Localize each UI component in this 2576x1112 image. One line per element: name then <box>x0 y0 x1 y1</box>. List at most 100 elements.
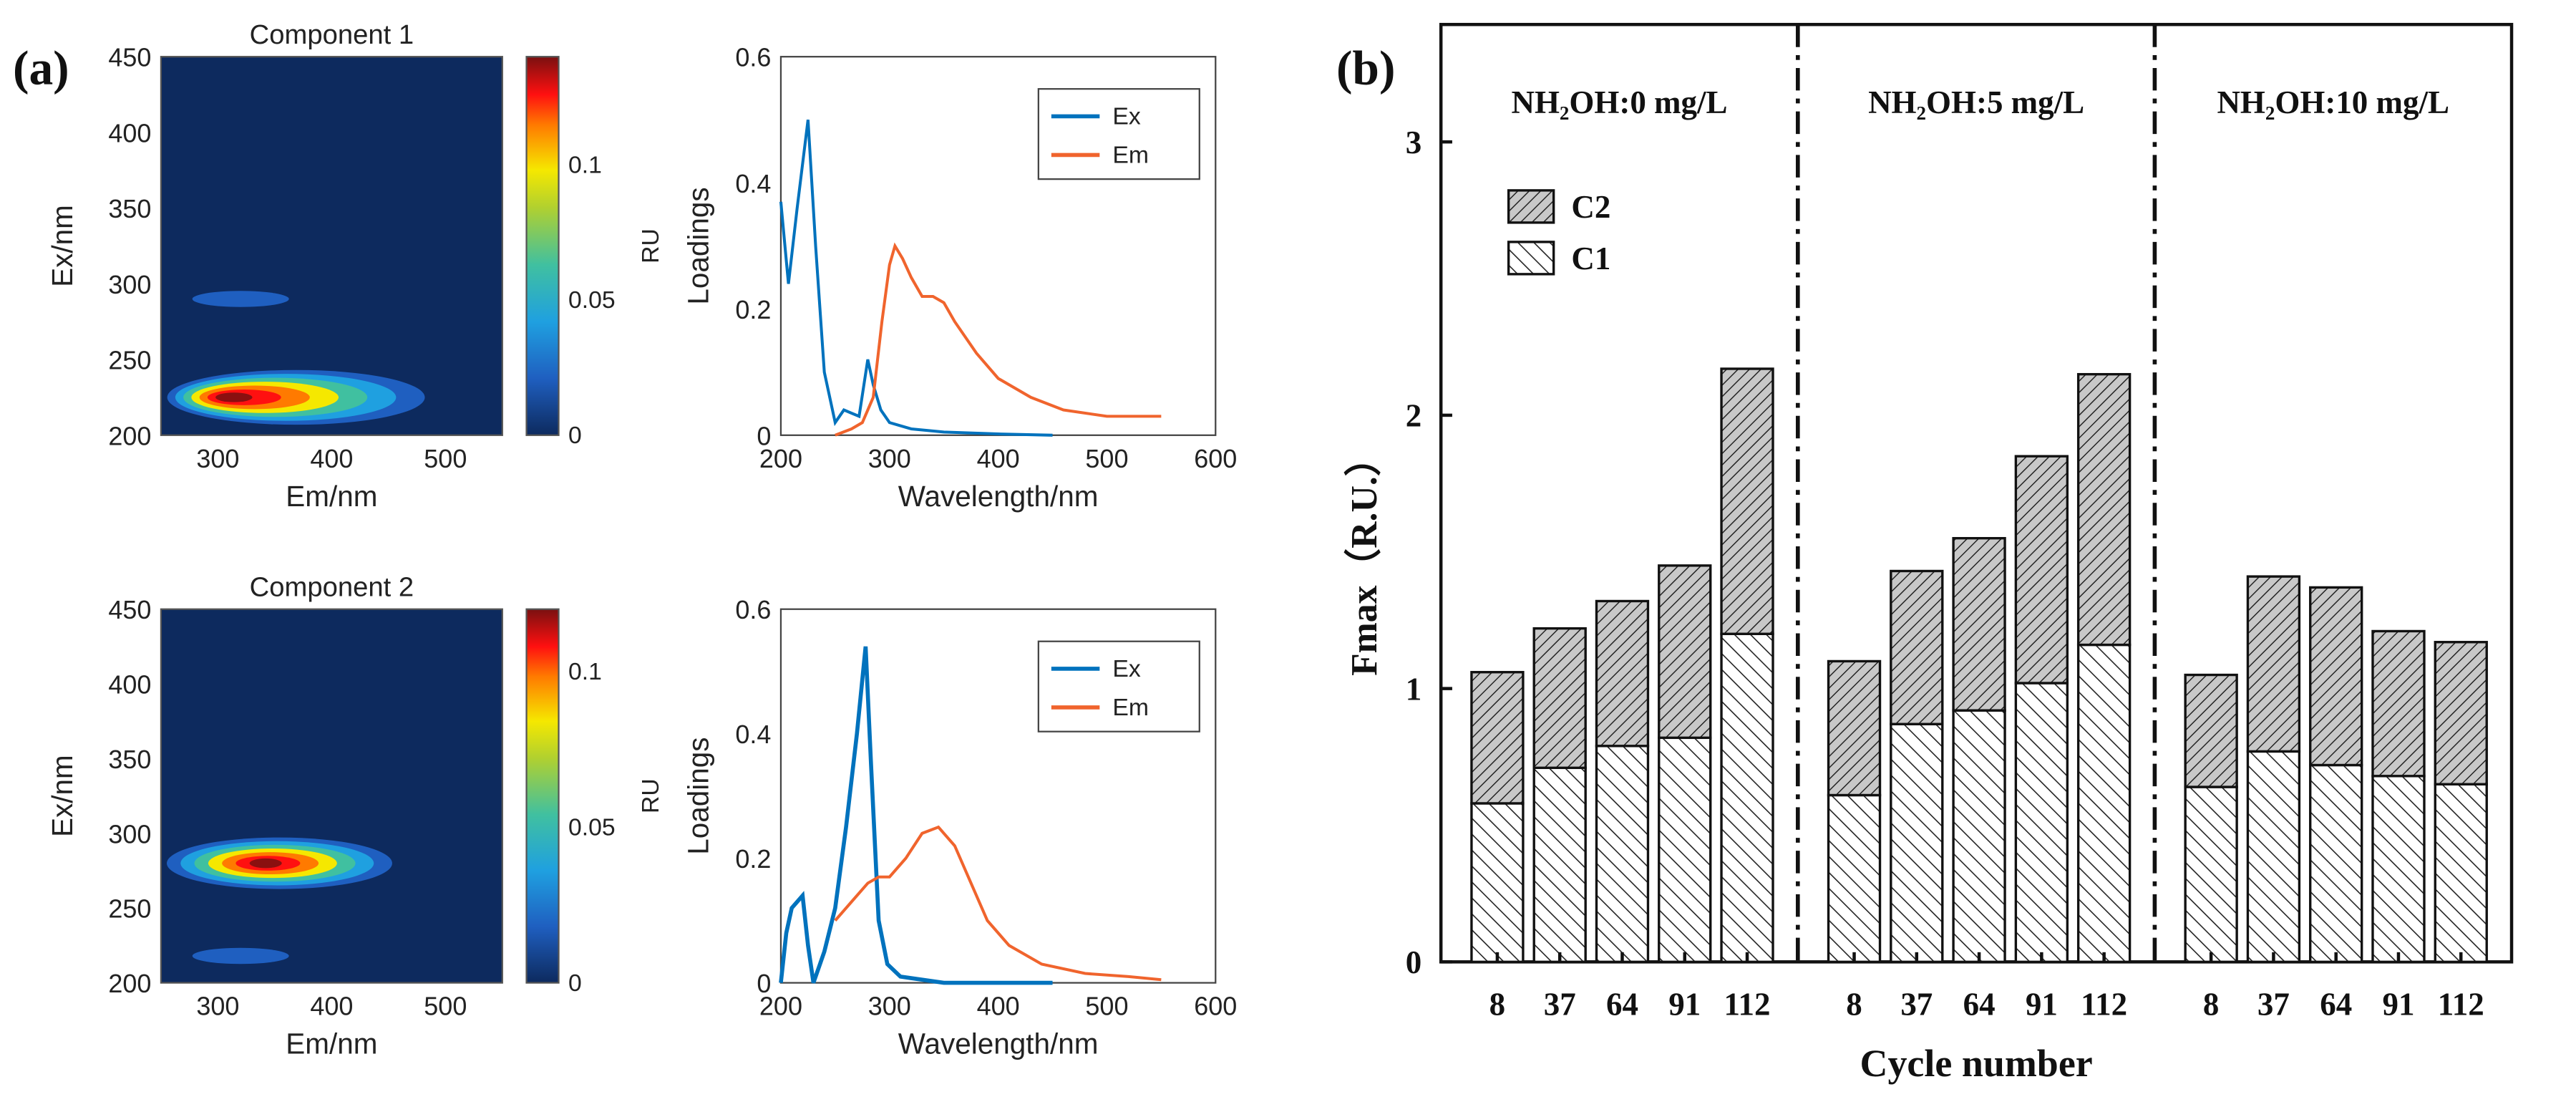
contour-level <box>192 291 289 307</box>
y-tick-label: 400 <box>108 670 151 700</box>
colorbar-tick-label: 0 <box>568 970 582 997</box>
loadings-plot-component-2: 200 300 400 500 600 0 0.2 0.4 0.6 Wavelength/nm Lo… <box>682 595 1238 1060</box>
legend-label: C1 <box>1571 241 1610 276</box>
group-label: NH₂OH:0 mg/L <box>1511 84 1727 120</box>
legend-label: Ex <box>1112 655 1141 682</box>
bar-c1 <box>2184 785 2238 964</box>
panel-label-b: (b) <box>1336 41 1395 95</box>
x-tick-label: 300 <box>196 992 239 1021</box>
x-tick-label: 64 <box>2320 987 2352 1022</box>
y-axis-label: Fmax（R.U.） <box>1343 440 1385 676</box>
group-label: NH₂OH:5 mg/L <box>1868 84 2084 120</box>
y-tick-label: 200 <box>108 969 151 998</box>
x-tick-label: 8 <box>1489 987 1505 1022</box>
colorbar-tick-label: 0.1 <box>568 151 602 178</box>
x-axis-label: Wavelength/nm <box>898 480 1099 513</box>
y-tick-label: 0.4 <box>735 169 771 198</box>
x-tick-label: 91 <box>1668 987 1701 1022</box>
x-tick-label: 8 <box>1846 987 1862 1022</box>
y-tick-label: 0.2 <box>735 844 771 874</box>
contour-regions <box>167 291 425 425</box>
colorbar-tick-label: 0.05 <box>568 813 616 841</box>
bar-c1 <box>1827 793 1882 964</box>
bar-c1 <box>2076 643 2132 964</box>
colorbar-tick-label: 0.1 <box>568 658 602 685</box>
bar-c1 <box>2434 783 2488 964</box>
y-tick-label: 200 <box>108 421 151 450</box>
colorbar-tick-label: 0 <box>568 422 582 449</box>
x-axis-label: Wavelength/nm <box>898 1028 1099 1060</box>
y-tick-label: 1 <box>1406 671 1421 707</box>
series-line-ex <box>779 646 1053 985</box>
bar-c1 <box>1470 802 1525 964</box>
y-tick-label: 450 <box>108 43 151 72</box>
x-tick-label: 37 <box>1544 987 1576 1022</box>
series-line-ex <box>779 120 1053 437</box>
legend-label: Em <box>1112 142 1149 169</box>
y-axis-label: Loadings <box>682 738 715 855</box>
y-tick-label: 350 <box>108 194 151 223</box>
x-tick-label: 300 <box>868 444 911 473</box>
x-tick-label: 8 <box>2203 987 2219 1022</box>
y-tick-label: 0.4 <box>735 720 771 749</box>
bar-c2 <box>1470 671 1525 805</box>
fmax-bar-chart: 0 1 2 3 Fmax（R.U.） Cycle number NH₂OH:0 mg/L 8 3… <box>1343 22 2514 1085</box>
x-tick-label: 64 <box>1606 987 1638 1022</box>
x-tick-label: 112 <box>2081 987 2127 1022</box>
y-tick-label: 0 <box>1406 944 1421 980</box>
x-axis-label: Em/nm <box>286 480 377 513</box>
x-tick-label: 300 <box>196 444 239 473</box>
colorbar-tick-label: 0.05 <box>568 286 616 314</box>
bar-c2 <box>1720 367 1774 635</box>
y-tick-label: 450 <box>108 595 151 624</box>
y-tick-label: 250 <box>108 894 151 924</box>
x-tick-label: 600 <box>1194 444 1237 473</box>
y-axis-label: Ex/nm <box>46 755 79 837</box>
loadings-plot-component-1: 200 300 400 500 600 0 0.2 0.4 0.6 Wavelength/nm Lo… <box>682 43 1238 513</box>
legend-swatch-c1 <box>1507 241 1555 276</box>
y-tick-label: 0.6 <box>735 43 771 72</box>
colorbar <box>525 608 560 984</box>
bar-c1 <box>2014 682 2069 964</box>
bar-c1 <box>1890 722 1944 964</box>
y-tick-label: 0.6 <box>735 595 771 624</box>
legend-label: Ex <box>1112 103 1141 130</box>
x-tick-label: 64 <box>1963 987 1996 1022</box>
y-axis-label: Loadings <box>682 187 715 304</box>
x-tick-label: 112 <box>1724 987 1771 1022</box>
y-tick-label: 3 <box>1406 125 1421 160</box>
bar-c1 <box>2371 775 2426 964</box>
colorbar <box>525 56 560 436</box>
plot-area <box>779 608 1217 984</box>
bar-c2 <box>1658 564 1712 740</box>
bar-c2 <box>2246 575 2301 753</box>
plot-title: Component 1 <box>250 19 414 50</box>
legend-box <box>1037 640 1200 733</box>
contour-regions <box>167 837 392 964</box>
y-tick-label: 400 <box>108 118 151 148</box>
bar-c1 <box>2246 750 2301 964</box>
x-tick-label: 300 <box>868 992 911 1021</box>
panel-label-a: (a) <box>13 41 69 95</box>
colorbar-label: RU <box>637 778 664 813</box>
x-tick-label: 200 <box>759 444 802 473</box>
x-tick-label: 37 <box>2257 987 2290 1022</box>
y-tick-label: 250 <box>108 346 151 375</box>
x-tick-label: 500 <box>424 992 467 1021</box>
plot-title: Component 2 <box>250 572 414 603</box>
x-axis-label: Em/nm <box>286 1028 377 1060</box>
x-tick-label: 500 <box>1085 992 1128 1021</box>
legend: Ex Em <box>1037 640 1200 733</box>
bar-c2 <box>2309 586 2363 767</box>
x-tick-label: 400 <box>977 992 1020 1021</box>
bar-c2 <box>2076 372 2132 647</box>
series-line-em <box>835 242 1162 437</box>
colorbar-label: RU <box>637 228 664 264</box>
bar-c2 <box>1532 627 1587 770</box>
contour-level <box>192 947 289 964</box>
legend-swatch-c2 <box>1507 189 1555 224</box>
bar-c2 <box>1595 599 1650 748</box>
x-tick-label: 91 <box>2026 987 2058 1022</box>
